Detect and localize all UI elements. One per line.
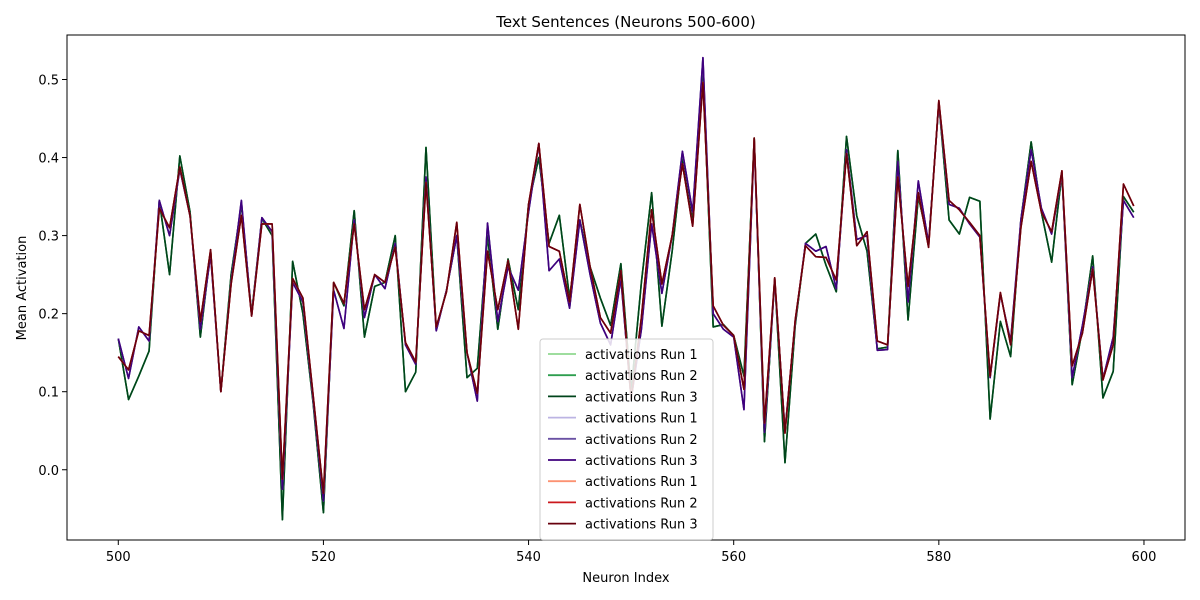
legend-label: activations Run 1	[585, 412, 698, 427]
x-tick-label: 500	[106, 550, 131, 565]
legend-label: activations Run 1	[585, 348, 698, 363]
x-tick-label: 520	[311, 550, 336, 565]
y-tick-label: 0.4	[38, 152, 59, 167]
legend-label: activations Run 1	[585, 475, 698, 490]
legend: activations Run 1 activations Run 2 activa…	[539, 338, 714, 541]
legend-label: activations Run 2	[585, 496, 698, 511]
x-tick-label: 600	[1132, 550, 1157, 565]
y-tick-label: 0.0	[38, 464, 59, 479]
legend-box	[539, 338, 714, 541]
y-tick-label: 0.1	[38, 386, 59, 401]
y-tick-label: 0.3	[38, 230, 59, 245]
x-tick-label: 560	[721, 550, 746, 565]
chart-title: Text Sentences (Neurons 500-600)	[495, 13, 755, 31]
legend-label: activations Run 2	[585, 433, 698, 448]
y-tick-label: 0.2	[38, 308, 59, 323]
y-axis-label: Mean Activation	[15, 236, 30, 341]
x-axis: 500 520 540 560 580 600	[106, 540, 1157, 565]
y-tick-label: 0.5	[38, 73, 59, 88]
x-tick-label: 540	[516, 550, 541, 565]
legend-label: activations Run 3	[585, 390, 698, 405]
x-tick-label: 580	[926, 550, 951, 565]
series-line-9	[117, 81, 1135, 494]
y-axis: 0.0 0.1 0.2 0.3 0.4 0.5	[38, 73, 67, 479]
legend-label: activations Run 3	[585, 454, 698, 469]
legend-label: activations Run 2	[585, 369, 698, 384]
x-axis-label: Neuron Index	[582, 571, 669, 586]
legend-label: activations Run 3	[585, 518, 698, 533]
